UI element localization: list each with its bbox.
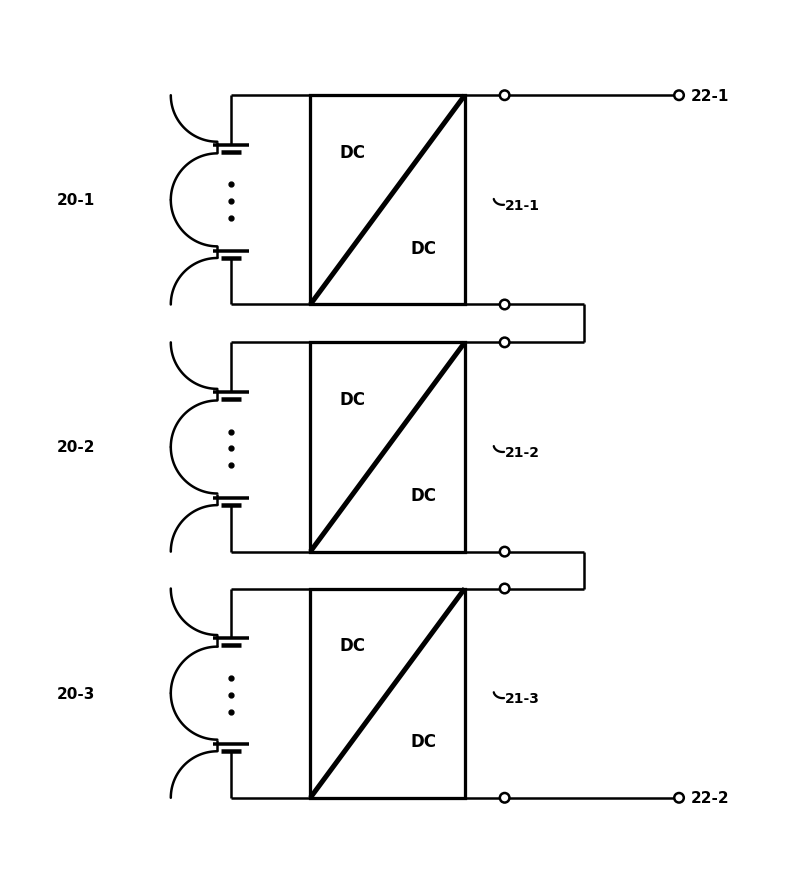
Text: 21-3: 21-3 — [505, 691, 539, 705]
Circle shape — [674, 91, 684, 101]
Circle shape — [500, 547, 510, 557]
Text: DC: DC — [339, 144, 365, 162]
Circle shape — [500, 793, 510, 803]
Text: DC: DC — [410, 240, 436, 257]
Text: 21-2: 21-2 — [505, 445, 540, 460]
Text: 21-1: 21-1 — [505, 198, 540, 213]
Text: DC: DC — [339, 391, 365, 409]
Circle shape — [500, 300, 510, 310]
Text: 20-1: 20-1 — [57, 193, 95, 208]
Circle shape — [500, 91, 510, 101]
Circle shape — [500, 584, 510, 594]
Text: DC: DC — [339, 637, 365, 654]
Circle shape — [674, 793, 684, 803]
Circle shape — [500, 338, 510, 348]
Text: DC: DC — [410, 732, 436, 750]
Text: 20-3: 20-3 — [57, 686, 95, 701]
Text: 20-2: 20-2 — [57, 440, 95, 455]
Text: 22-2: 22-2 — [691, 790, 730, 805]
Text: DC: DC — [410, 486, 436, 504]
Text: 22-1: 22-1 — [691, 89, 730, 104]
